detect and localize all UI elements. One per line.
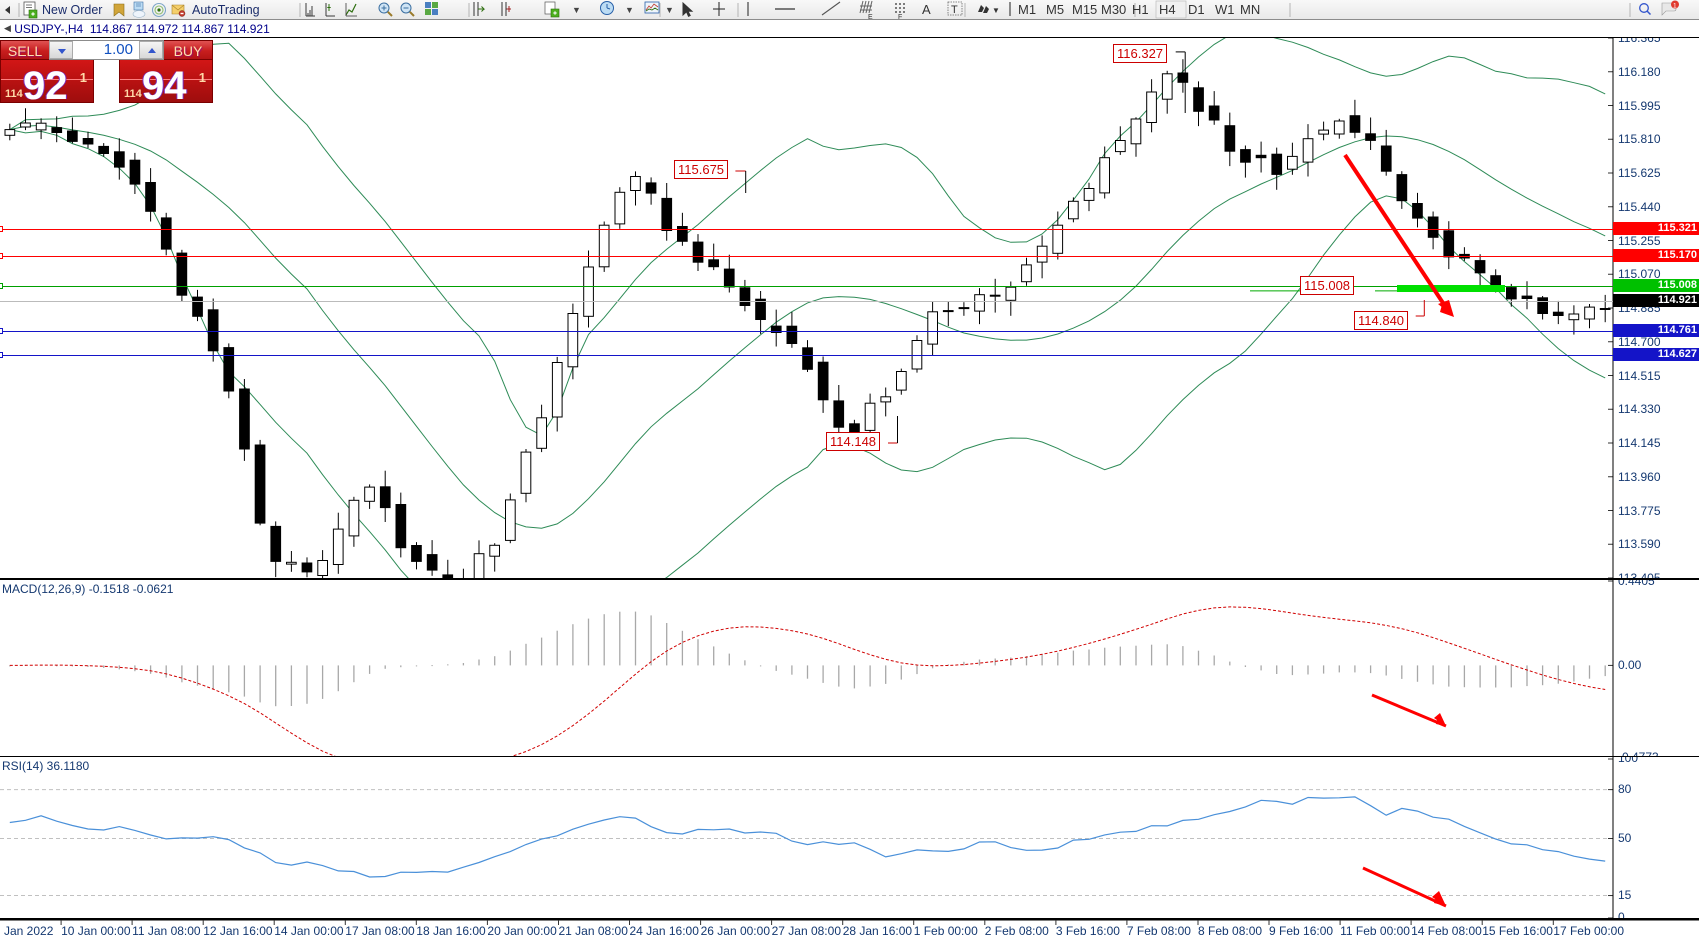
- svg-text:M15: M15: [1072, 2, 1097, 17]
- svg-text:▼: ▼: [572, 5, 581, 15]
- svg-text:▼: ▼: [665, 5, 674, 15]
- svg-text:M1: M1: [1018, 2, 1036, 17]
- svg-text:MN: MN: [1240, 2, 1260, 17]
- svg-text:H4: H4: [1159, 2, 1176, 17]
- svg-text:A: A: [922, 2, 931, 17]
- svg-text:AutoTrading: AutoTrading: [192, 3, 260, 17]
- svg-text:M30: M30: [1101, 2, 1126, 17]
- svg-text:M5: M5: [1046, 2, 1064, 17]
- svg-text:H1: H1: [1132, 2, 1149, 17]
- svg-text:▼: ▼: [625, 5, 634, 15]
- svg-text:W1: W1: [1215, 2, 1235, 17]
- svg-text:D1: D1: [1188, 2, 1205, 17]
- svg-text:New Order: New Order: [42, 3, 102, 17]
- svg-text:T: T: [951, 4, 958, 16]
- svg-text:▼: ▼: [992, 6, 1000, 15]
- svg-text:1: 1: [1673, 2, 1677, 9]
